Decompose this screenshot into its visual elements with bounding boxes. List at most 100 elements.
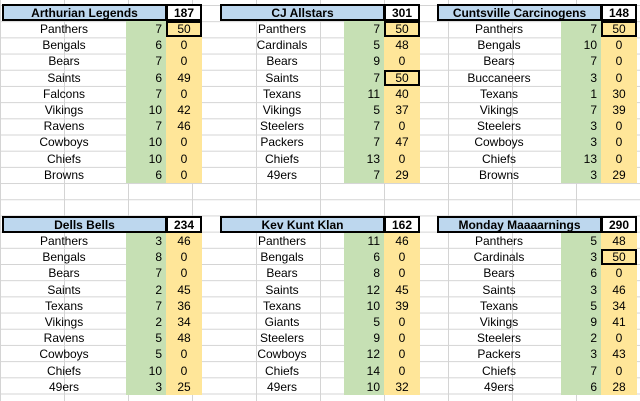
nfl-team-name-cell[interactable]: Browns: [478, 167, 519, 182]
points-cell[interactable]: 0: [166, 346, 202, 363]
points-cell[interactable]: 0: [384, 249, 420, 266]
nfl-team-name-cell[interactable]: Texans: [262, 298, 302, 313]
nfl-team-name-cell[interactable]: Panthers: [474, 22, 524, 36]
nfl-team-name-cell[interactable]: Panthers: [39, 234, 89, 248]
points-cell[interactable]: 25: [166, 378, 202, 395]
points-cell[interactable]: 42: [166, 101, 202, 119]
nfl-team-name-cell[interactable]: Bengals: [477, 38, 521, 53]
pick-value-cell[interactable]: 3: [561, 69, 601, 86]
points-cell[interactable]: 40: [384, 85, 420, 102]
points-cell[interactable]: 45: [166, 281, 202, 298]
pick-value-cell[interactable]: 5: [344, 37, 384, 54]
points-cell[interactable]: 0: [601, 134, 637, 151]
nfl-team-name-cell[interactable]: Chiefs: [46, 363, 81, 378]
nfl-team-name-cell[interactable]: Saints: [47, 282, 81, 297]
pick-value-cell[interactable]: 7: [126, 21, 166, 38]
points-cell[interactable]: 50: [384, 21, 420, 38]
pick-value-cell[interactable]: 8: [344, 265, 384, 282]
team-name-cell[interactable]: Monday Maaaarnings: [437, 216, 601, 233]
pick-value-cell[interactable]: 7: [561, 362, 601, 379]
team-name-cell[interactable]: Arthurian Legends: [2, 4, 166, 21]
nfl-team-name-cell[interactable]: Vikings: [479, 314, 519, 329]
nfl-team-name-cell[interactable]: Bears: [48, 54, 80, 69]
pick-value-cell[interactable]: 5: [126, 330, 166, 347]
pick-value-cell[interactable]: 7: [561, 21, 601, 38]
nfl-team-name-cell[interactable]: Panthers: [39, 22, 89, 36]
nfl-team-name-cell[interactable]: Bears: [483, 266, 515, 281]
pick-value-cell[interactable]: 11: [344, 233, 384, 250]
points-cell[interactable]: 29: [601, 166, 637, 183]
points-cell[interactable]: 34: [601, 297, 637, 314]
points-cell[interactable]: 0: [384, 330, 420, 347]
pick-value-cell[interactable]: 7: [126, 297, 166, 314]
pick-value-cell[interactable]: 14: [344, 362, 384, 379]
nfl-team-name-cell[interactable]: Steelers: [476, 119, 522, 134]
nfl-team-name-cell[interactable]: 49ers: [48, 379, 80, 394]
points-cell[interactable]: 0: [601, 69, 637, 86]
pick-value-cell[interactable]: 6: [344, 249, 384, 266]
points-cell[interactable]: 32: [384, 378, 420, 395]
points-cell[interactable]: 0: [384, 362, 420, 379]
pick-value-cell[interactable]: 7: [561, 53, 601, 70]
pick-value-cell[interactable]: 12: [344, 281, 384, 298]
pick-value-cell[interactable]: 3: [561, 281, 601, 298]
nfl-team-name-cell[interactable]: Cowboys: [39, 347, 89, 362]
pick-value-cell[interactable]: 1: [561, 85, 601, 102]
nfl-team-name-cell[interactable]: Vikings: [479, 102, 519, 117]
nfl-team-name-cell[interactable]: Chiefs: [264, 151, 299, 166]
nfl-team-name-cell[interactable]: Vikings: [44, 102, 84, 117]
points-cell[interactable]: 0: [166, 134, 202, 151]
pick-value-cell[interactable]: 7: [344, 118, 384, 135]
points-cell[interactable]: 43: [601, 346, 637, 363]
points-cell[interactable]: 50: [601, 21, 637, 38]
nfl-team-name-cell[interactable]: Chiefs: [481, 151, 516, 166]
pick-value-cell[interactable]: 6: [126, 69, 166, 86]
pick-value-cell[interactable]: 7: [561, 101, 601, 119]
points-cell[interactable]: 48: [601, 233, 637, 250]
points-cell[interactable]: 0: [166, 150, 202, 167]
nfl-team-name-cell[interactable]: Panthers: [257, 234, 307, 248]
nfl-team-name-cell[interactable]: Saints: [482, 282, 516, 297]
points-cell[interactable]: 0: [601, 118, 637, 135]
team-name-cell[interactable]: CJ Allstars: [220, 4, 384, 21]
nfl-team-name-cell[interactable]: Packers: [477, 347, 521, 362]
pick-value-cell[interactable]: 10: [344, 297, 384, 314]
pick-value-cell[interactable]: 3: [561, 118, 601, 135]
nfl-team-name-cell[interactable]: Browns: [43, 167, 84, 182]
pick-value-cell[interactable]: 3: [561, 346, 601, 363]
pick-value-cell[interactable]: 10: [561, 37, 601, 54]
points-cell[interactable]: 46: [601, 281, 637, 298]
pick-value-cell[interactable]: 7: [344, 69, 384, 86]
nfl-team-name-cell[interactable]: Bengals: [260, 250, 304, 265]
nfl-team-name-cell[interactable]: Bears: [266, 266, 298, 281]
nfl-team-name-cell[interactable]: Panthers: [474, 234, 524, 248]
points-cell[interactable]: 0: [384, 346, 420, 363]
points-cell[interactable]: 45: [384, 281, 420, 298]
points-cell[interactable]: 39: [384, 297, 420, 314]
pick-value-cell[interactable]: 7: [126, 265, 166, 282]
team-total-cell[interactable]: 148: [601, 4, 637, 21]
pick-value-cell[interactable]: 10: [126, 362, 166, 379]
nfl-team-name-cell[interactable]: Texans: [262, 86, 302, 101]
pick-value-cell[interactable]: 3: [561, 166, 601, 183]
nfl-team-name-cell[interactable]: Chiefs: [264, 363, 299, 378]
pick-value-cell[interactable]: 2: [126, 281, 166, 298]
nfl-team-name-cell[interactable]: Cowboys: [474, 135, 524, 150]
nfl-team-name-cell[interactable]: Chiefs: [481, 363, 516, 378]
nfl-team-name-cell[interactable]: Buccaneers: [467, 70, 531, 85]
team-name-cell[interactable]: Kev Kunt Klan: [220, 216, 384, 233]
pick-value-cell[interactable]: 6: [126, 37, 166, 54]
nfl-team-name-cell[interactable]: 49ers: [266, 167, 298, 182]
points-cell[interactable]: 0: [601, 150, 637, 167]
nfl-team-name-cell[interactable]: 49ers: [266, 379, 298, 394]
points-cell[interactable]: 47: [384, 134, 420, 151]
pick-value-cell[interactable]: 10: [126, 150, 166, 167]
nfl-team-name-cell[interactable]: Panthers: [257, 22, 307, 36]
pick-value-cell[interactable]: 8: [126, 249, 166, 266]
nfl-team-name-cell[interactable]: Ravens: [43, 331, 85, 346]
points-cell[interactable]: 0: [384, 313, 420, 331]
pick-value-cell[interactable]: 5: [561, 233, 601, 250]
nfl-team-name-cell[interactable]: Steelers: [476, 331, 522, 346]
pick-value-cell[interactable]: 2: [126, 313, 166, 331]
nfl-team-name-cell[interactable]: Bears: [266, 54, 298, 69]
